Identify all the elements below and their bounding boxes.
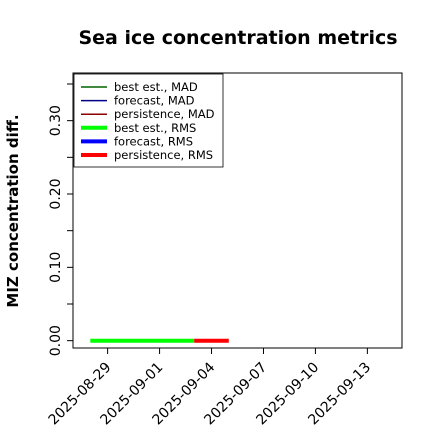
legend-entry-label: best est., RMS xyxy=(114,121,196,135)
y-axis: 0.00 0.10 0.20 0.30 xyxy=(48,83,73,356)
x-axis: 2025-08-292025-09-012025-09-042025-09-07… xyxy=(46,348,374,428)
legend-entry-label: forecast, MAD xyxy=(114,94,195,108)
y-tick-label: 0.00 xyxy=(48,325,64,356)
y-tick-label: 0.30 xyxy=(48,105,64,136)
legend-entry-label: persistence, RMS xyxy=(114,148,213,162)
plot-area xyxy=(72,72,403,349)
legend-box xyxy=(73,73,224,168)
chart-title: Sea ice concentration metrics xyxy=(78,27,397,49)
legend-entry-label: best est., MAD xyxy=(114,80,198,94)
legend-entry-label: persistence, MAD xyxy=(114,107,215,121)
y-axis-label: MIZ concentration diff. xyxy=(4,114,22,307)
legend-entry-label: forecast, RMS xyxy=(114,134,193,148)
y-tick-label: 0.20 xyxy=(48,178,64,209)
y-tick-label: 0.10 xyxy=(48,252,64,283)
